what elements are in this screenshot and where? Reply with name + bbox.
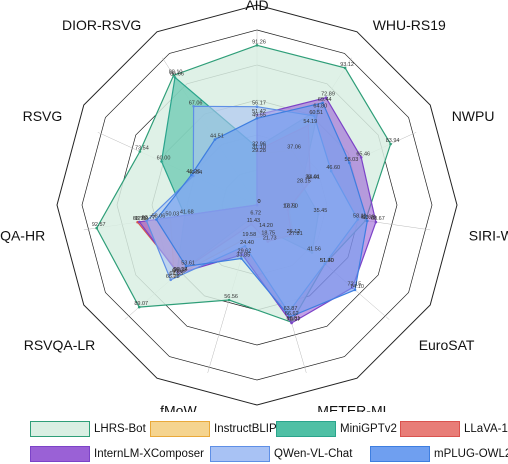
value-label: 70.27 xyxy=(287,317,301,323)
axis-label-rsvqa-hr: RSVQA-HR xyxy=(0,228,45,244)
legend-label: MiniGPTv2 xyxy=(340,423,397,435)
value-label: 41.68 xyxy=(180,209,194,215)
value-label: 6.72 xyxy=(250,210,261,216)
value-label: 56.56 xyxy=(224,294,238,300)
legend-label: LLaVA-1.5 xyxy=(464,423,508,435)
legend-label: LHRS-Bot xyxy=(94,423,146,435)
value-label: 74.10 xyxy=(350,284,364,290)
legend-item-qwen-vl-chat: QWen-VL-Chat xyxy=(210,444,352,464)
value-label: 41.56 xyxy=(307,247,321,253)
legend-label: InternLM-XComposer xyxy=(94,448,204,460)
value-label: 37.06 xyxy=(287,144,301,150)
value-label: 67.06 xyxy=(189,100,203,106)
value-label: 69.44 xyxy=(318,97,332,103)
axis-label-rsvg: RSVG xyxy=(23,108,63,124)
legend-swatch xyxy=(370,446,430,462)
value-label: 64.80 xyxy=(313,104,327,110)
value-label: 86.66 xyxy=(170,71,184,77)
value-label: 35.45 xyxy=(314,208,328,214)
axis-label-rsvqa-lr: RSVQA-LR xyxy=(24,337,96,353)
value-label: 63.70 xyxy=(362,215,376,221)
value-label: 46.60 xyxy=(326,165,340,171)
value-label: 21.73 xyxy=(263,236,277,242)
value-label: 91.26 xyxy=(252,39,266,45)
legend-item-minigptv2: MiniGPTv2 xyxy=(276,419,397,439)
axis-label-dior-rsvg: DIOR-RSVG xyxy=(62,17,141,33)
value-label: 56.17 xyxy=(252,101,266,107)
legend-label: QWen-VL-Chat xyxy=(274,448,352,460)
value-label: 41.26 xyxy=(186,169,200,175)
value-label: 50.03 xyxy=(165,212,179,218)
legend: LHRS-Bot InstructBLIP MiniGPTv2 LLaVA-1.5 In… xyxy=(30,419,500,463)
value-label: 65.46 xyxy=(356,151,370,157)
value-label: 60.00 xyxy=(157,155,171,161)
legend-swatch xyxy=(150,421,210,437)
value-label: 19.58 xyxy=(242,232,256,238)
value-label: 66.62 xyxy=(285,311,299,317)
value-label: 59.77 xyxy=(173,268,187,274)
legend-label: mPLUG-OWL2 xyxy=(434,448,508,460)
axis-label-siri-whu: SIRI-WHU xyxy=(469,228,508,244)
value-label: 49.55 xyxy=(252,112,266,118)
legend-item-internlm-xcomposer: InternLM-XComposer xyxy=(30,444,204,464)
value-label: 53.61 xyxy=(181,260,195,266)
value-label: 60.51 xyxy=(309,110,323,116)
value-label: 83.94 xyxy=(386,138,400,144)
axis-label-meter-ml: METER-ML xyxy=(317,402,390,412)
axis-label-aid: AID xyxy=(245,0,268,13)
value-label: 33.44 xyxy=(305,175,319,181)
value-label: 51.30 xyxy=(320,258,334,264)
value-label: 93.12 xyxy=(340,62,354,68)
legend-swatch xyxy=(210,446,270,462)
value-label: 11.43 xyxy=(247,218,260,224)
legend-swatch xyxy=(30,421,90,437)
axis-label-nwpu: NWPU xyxy=(452,108,495,124)
legend-item-instructblip: InstructBLIP xyxy=(150,419,277,439)
axis-label-whu-rs19: WHU-RS19 xyxy=(373,17,446,33)
value-label: 31.85 xyxy=(236,253,250,259)
axis-label-eurosat: EuroSAT xyxy=(419,337,475,353)
value-label: 0 xyxy=(257,199,260,205)
legend-swatch xyxy=(276,421,336,437)
value-label: 89.07 xyxy=(134,301,148,307)
legend-item-mplug-owl2: mPLUG-OWL2 xyxy=(370,444,508,464)
value-label: 44.51 xyxy=(210,134,224,140)
value-label: 24.40 xyxy=(240,240,254,246)
legend-label: InstructBLIP xyxy=(214,423,277,435)
legend-item-lhrs-bot: LHRS-Bot xyxy=(30,419,146,439)
legend-swatch xyxy=(400,421,460,437)
value-label: 54.19 xyxy=(303,119,317,125)
value-label: 58.06 xyxy=(152,214,166,220)
axis-label-fmow: fMoW xyxy=(160,402,197,412)
legend-item-llava-1-5: LLaVA-1.5 xyxy=(400,419,508,439)
value-label: 31.10 xyxy=(252,145,266,151)
value-label: 92.57 xyxy=(92,222,106,228)
value-label: 58.03 xyxy=(345,157,359,163)
value-label: 73.54 xyxy=(135,146,149,152)
value-label: 26.12 xyxy=(287,229,301,235)
value-label: 65.28 xyxy=(166,274,180,280)
legend-swatch xyxy=(30,446,90,462)
value-label: 14.20 xyxy=(259,223,273,229)
radar-chart: 91.26 93.12 83.94 62.66 51.40 69.81 56.56 89.07… xyxy=(0,0,508,412)
value-label: 17.71 xyxy=(283,203,297,209)
